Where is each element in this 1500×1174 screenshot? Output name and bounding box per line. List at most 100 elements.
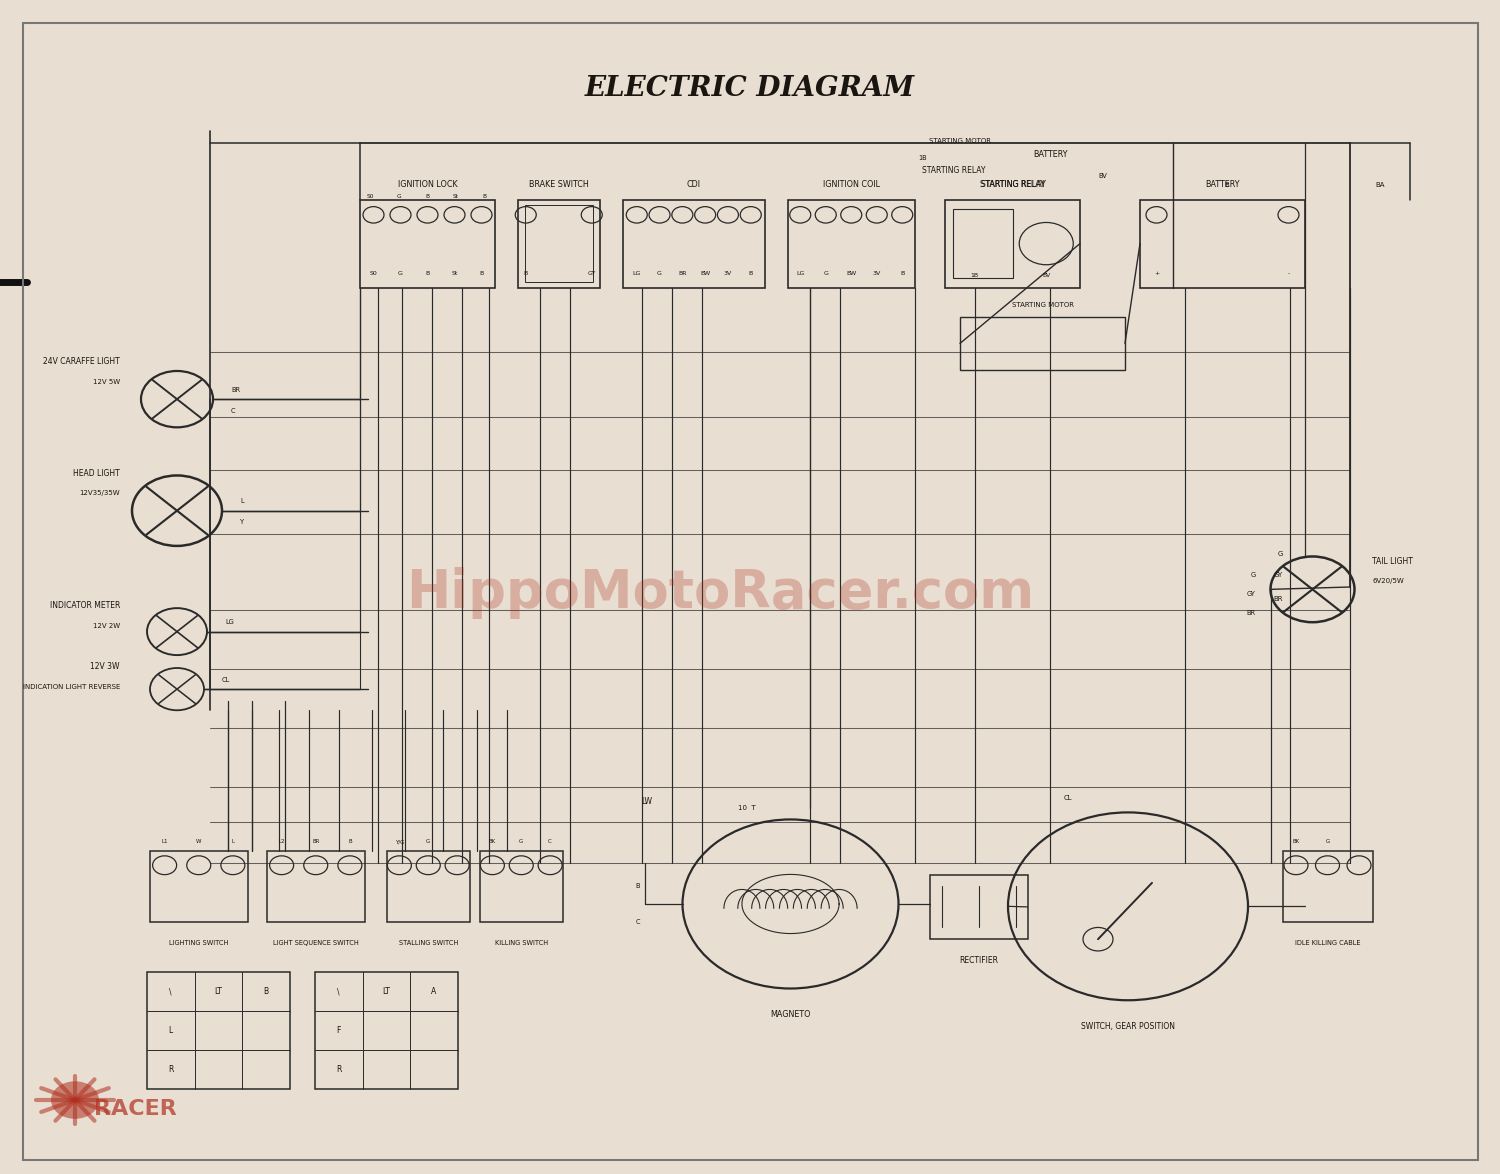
Text: G: G xyxy=(398,194,402,198)
Text: BW: BW xyxy=(700,271,709,276)
Text: LIGHT SEQUENCE SWITCH: LIGHT SEQUENCE SWITCH xyxy=(273,939,358,946)
Bar xyxy=(480,851,562,922)
Text: STARTING MOTOR: STARTING MOTOR xyxy=(1011,302,1074,309)
Text: BR: BR xyxy=(678,271,687,276)
Text: IGNITION COIL: IGNITION COIL xyxy=(822,180,879,189)
Text: \: \ xyxy=(338,987,340,996)
Text: RECTIFIER: RECTIFIER xyxy=(960,956,999,965)
Text: LG: LG xyxy=(225,619,234,626)
Text: 24V CARAFFE LIGHT: 24V CARAFFE LIGHT xyxy=(44,357,120,366)
Bar xyxy=(960,317,1125,370)
Text: A: A xyxy=(430,987,436,996)
Text: G: G xyxy=(1276,551,1282,558)
Text: St: St xyxy=(452,271,458,276)
Text: SWITCH, GEAR POSITION: SWITCH, GEAR POSITION xyxy=(1082,1021,1174,1031)
Text: L: L xyxy=(231,839,234,844)
Text: B: B xyxy=(480,271,483,276)
Text: W: W xyxy=(196,839,201,844)
Text: BATTERY: BATTERY xyxy=(1206,180,1239,189)
Text: 12V35/35W: 12V35/35W xyxy=(80,490,120,497)
Text: L: L xyxy=(240,498,243,505)
Bar xyxy=(930,875,1028,939)
Text: L: L xyxy=(168,1026,172,1035)
Text: CL: CL xyxy=(1064,795,1072,802)
Text: BW: BW xyxy=(846,271,856,276)
Text: STARTING RELAY: STARTING RELAY xyxy=(981,180,1044,189)
Text: INDICATION LIGHT REVERSE: INDICATION LIGHT REVERSE xyxy=(22,683,120,690)
Text: 1B: 1B xyxy=(918,155,927,162)
Text: B: B xyxy=(482,194,486,198)
Text: G: G xyxy=(426,839,430,844)
Bar xyxy=(150,851,248,922)
Text: 3V: 3V xyxy=(873,271,880,276)
Text: MAGNETO: MAGNETO xyxy=(771,1010,810,1019)
Bar xyxy=(518,200,600,288)
Text: CL: CL xyxy=(222,676,231,683)
Text: B: B xyxy=(636,883,640,890)
Text: 1B: 1B xyxy=(970,274,980,278)
Bar xyxy=(525,205,592,282)
Bar xyxy=(387,851,470,922)
Text: LG: LG xyxy=(796,271,804,276)
Text: STARTING RELAY: STARTING RELAY xyxy=(922,166,986,175)
Text: Y/G: Y/G xyxy=(394,839,404,844)
Text: BR: BR xyxy=(231,386,240,393)
Bar xyxy=(1140,200,1305,288)
Text: B: B xyxy=(262,987,268,996)
Bar xyxy=(1282,851,1372,922)
Bar xyxy=(788,200,915,288)
Text: STARTING MOTOR: STARTING MOTOR xyxy=(928,137,992,144)
Text: G: G xyxy=(398,271,404,276)
Text: G: G xyxy=(657,271,662,276)
Text: \: \ xyxy=(170,987,172,996)
Text: BK: BK xyxy=(1293,839,1299,844)
Text: +: + xyxy=(1154,271,1160,276)
Text: 12V 3W: 12V 3W xyxy=(90,662,120,672)
Text: CDI: CDI xyxy=(687,180,700,189)
Text: LT: LT xyxy=(382,987,390,996)
Text: LIGHTING SWITCH: LIGHTING SWITCH xyxy=(170,939,228,946)
Text: S0: S0 xyxy=(369,271,378,276)
Text: INDICATOR METER: INDICATOR METER xyxy=(50,601,120,610)
Text: BK: BK xyxy=(489,839,496,844)
Bar xyxy=(360,200,495,288)
Text: STALLING SWITCH: STALLING SWITCH xyxy=(399,939,458,946)
Text: LG: LG xyxy=(633,271,640,276)
Text: HippoMotoRacer.com: HippoMotoRacer.com xyxy=(406,567,1034,619)
Bar xyxy=(952,209,1012,278)
Circle shape xyxy=(51,1081,99,1119)
Text: B: B xyxy=(348,839,351,844)
Text: IGNITION LOCK: IGNITION LOCK xyxy=(398,180,458,189)
Text: C: C xyxy=(231,407,236,414)
Text: KILLING SWITCH: KILLING SWITCH xyxy=(495,939,548,946)
Text: B: B xyxy=(900,271,904,276)
Text: RACER: RACER xyxy=(93,1099,177,1120)
Text: BATTERY: BATTERY xyxy=(1032,150,1068,160)
Text: 3V: 3V xyxy=(724,271,732,276)
Text: BV: BV xyxy=(1098,173,1107,180)
Text: B: B xyxy=(426,271,429,276)
Text: 12V 5W: 12V 5W xyxy=(93,378,120,385)
Text: St: St xyxy=(453,194,459,198)
Bar xyxy=(945,200,1080,288)
Text: GY: GY xyxy=(1246,591,1256,598)
Text: 10  T: 10 T xyxy=(738,804,756,811)
Text: R: R xyxy=(336,1066,342,1074)
Bar xyxy=(147,972,290,1089)
Text: R: R xyxy=(168,1066,174,1074)
Text: 12V 2W: 12V 2W xyxy=(93,622,120,629)
Bar xyxy=(267,851,364,922)
Text: G: G xyxy=(1326,839,1329,844)
Text: BR: BR xyxy=(312,839,320,844)
Text: BRAKE SWITCH: BRAKE SWITCH xyxy=(530,180,588,189)
Bar xyxy=(315,972,458,1089)
Text: BA: BA xyxy=(1376,182,1384,189)
Text: L1: L1 xyxy=(162,839,168,844)
Text: L2: L2 xyxy=(279,839,285,844)
Text: B: B xyxy=(1224,182,1230,189)
Text: G: G xyxy=(519,839,524,844)
Text: F: F xyxy=(336,1026,340,1035)
Text: HEAD LIGHT: HEAD LIGHT xyxy=(74,468,120,478)
Text: STARTING RELAY: STARTING RELAY xyxy=(980,180,1046,189)
Text: G: G xyxy=(824,271,828,276)
